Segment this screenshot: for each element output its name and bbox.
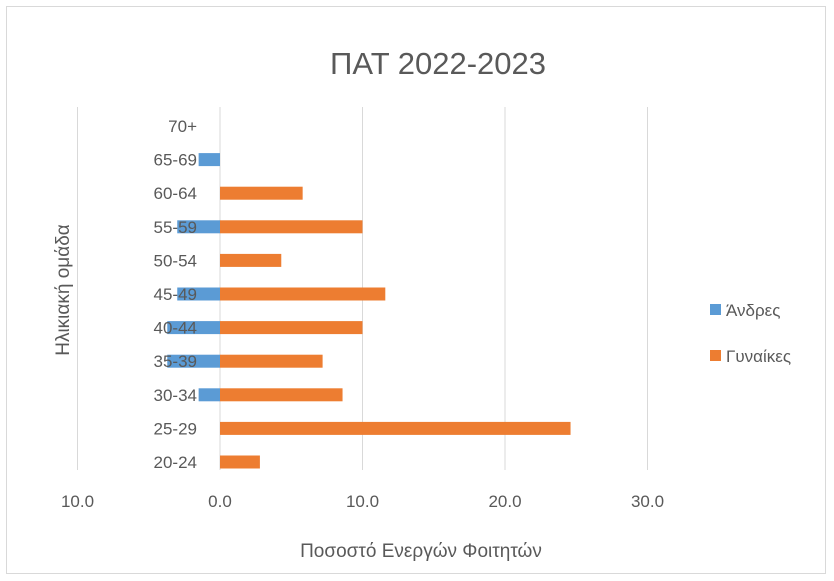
category-label-50-54: 50-54 bbox=[154, 251, 197, 270]
x-tick-labels: 10.0 0.0 10.0 20.0 30.0 bbox=[61, 492, 664, 511]
y-axis-title: Ηλικιακή ομάδα bbox=[53, 224, 74, 356]
bar-women-50-54 bbox=[220, 253, 282, 267]
category-label-20-24: 20-24 bbox=[154, 453, 197, 472]
category-label-45-49: 45-49 bbox=[154, 285, 197, 304]
x-tick-label-3: 20.0 bbox=[488, 492, 521, 511]
bar-women-20-24 bbox=[220, 455, 260, 469]
bar-women-55-59 bbox=[220, 220, 363, 234]
category-label-60-64: 60-64 bbox=[154, 184, 197, 203]
bar-women-25-29 bbox=[220, 421, 571, 435]
series-men-bars bbox=[167, 153, 220, 402]
bar-men-45-49 bbox=[177, 287, 220, 301]
bar-men-35-39 bbox=[167, 354, 220, 368]
category-label-25-29: 25-29 bbox=[154, 419, 197, 438]
bar-women-40-44 bbox=[220, 321, 363, 335]
legend: Άνδρες Γυναίκες bbox=[710, 301, 791, 366]
legend-swatch-women bbox=[710, 350, 721, 361]
x-tick-label-1: 0.0 bbox=[208, 492, 232, 511]
category-label-70+: 70+ bbox=[168, 117, 197, 136]
x-tick-label-4: 30.0 bbox=[631, 492, 664, 511]
category-label-35-39: 35-39 bbox=[154, 352, 197, 371]
chart-frame bbox=[6, 6, 826, 574]
category-label-65-69: 65-69 bbox=[154, 151, 197, 170]
bar-men-30-34 bbox=[198, 388, 220, 402]
legend-swatch-men bbox=[710, 304, 721, 315]
bar-women-35-39 bbox=[220, 354, 323, 368]
bar-women-60-64 bbox=[220, 186, 303, 200]
bar-women-30-34 bbox=[220, 388, 343, 402]
bar-men-55-59 bbox=[177, 220, 220, 234]
category-label-55-59: 55-59 bbox=[154, 218, 197, 237]
x-tick-label-0: 10.0 bbox=[61, 492, 94, 511]
x-tick-label-2: 10.0 bbox=[346, 492, 379, 511]
x-axis-title: Ποσοστό Ενεργών Φοιτητών bbox=[300, 541, 542, 562]
chart-title: ΠΑΤ 2022-2023 bbox=[330, 46, 546, 81]
category-label-40-44: 40-44 bbox=[154, 319, 197, 338]
category-label-30-34: 30-34 bbox=[154, 386, 197, 405]
legend-label-men: Άνδρες bbox=[726, 301, 780, 320]
category-labels: 20-24 25-29 30-34 35-39 40-44 45-49 50-54 55-59… bbox=[154, 117, 198, 472]
series-women-bars bbox=[220, 186, 571, 469]
bar-men-40-44 bbox=[167, 321, 220, 335]
legend-label-women: Γυναίκες bbox=[726, 347, 791, 366]
bar-men-65-69 bbox=[198, 153, 220, 167]
bar-women-45-49 bbox=[220, 287, 386, 301]
